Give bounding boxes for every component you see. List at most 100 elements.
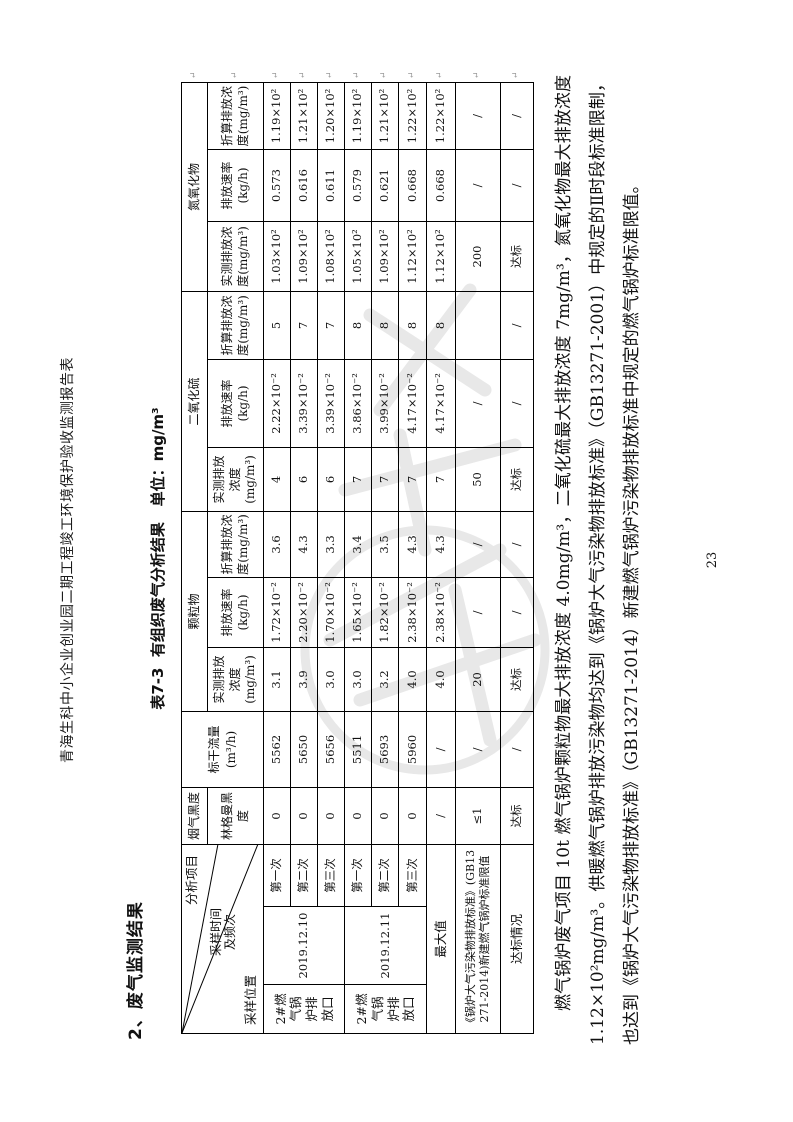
row-end-mark-icon: ↵ [352,71,362,79]
cell-value: 3.3 [317,511,345,578]
cell-value: 8 [344,291,372,360]
cell-flow-rate: 5693 [371,711,399,788]
header-pm-converted: 折算排放浓度(mg/m³) [207,511,264,578]
header-so2-rate: 排放速率(kg/h) [207,359,264,448]
cell-smoke-blackness: 0 [290,787,318,845]
header-nox-group: 氮氧化物 [181,82,208,292]
cell-value: 3.5 [371,511,399,578]
cell-value: 3.86×10⁻² [344,359,372,448]
cell-value: 1.20×10² [317,82,345,150]
cell-value: 1.21×10² [371,82,399,150]
table-row: 第三次 0 5960 4.0 2.38×10⁻² 4.3 7 4.17×10⁻² 8 1.12×1… [398,82,427,1033]
header-nox-rate: 排放速率(kg/h) [207,149,264,222]
sampling-frequency: 第二次 [290,844,318,907]
sampling-frequency: 第三次 [398,844,427,907]
cell-flow-rate: 5656 [317,711,345,788]
cell-value: 2.38×10⁻² [426,577,456,648]
cell-value: 1.09×10² [371,221,399,292]
cell-value: / [500,359,534,448]
cell-value: 1.70×10⁻² [317,577,345,648]
cell-value: 6 [317,447,345,512]
cell-value: / [455,577,501,648]
header-nox-converted: 折算排放浓度(mg/m³) [207,82,264,150]
sampling-position: 2#燃气锅炉排放口 [263,984,345,1034]
cell-value: 7 [371,447,399,512]
cell-value: 20 [455,647,501,712]
cell-value: 4.3 [290,511,318,578]
cell-value: 7 [317,291,345,360]
cell-value: 1.05×10² [344,221,372,292]
cell-value: 2.22×10⁻² [263,359,291,448]
page-header-text: 青海生科中小企业创业园二期工程竣工环境保护验收监测报告表 [60,357,76,763]
row-end-mark-icon: ↵ [472,71,482,79]
corner-diagonal-lines [182,844,259,1033]
row-label: 达标情况 [500,844,534,1034]
cell-value: 达标 [500,221,534,292]
cell-value: 达标 [500,647,534,712]
rotated-landscape-content: 青海生科中小企业创业园二期工程竣工环境保护验收监测报告表 2、废气监测结果 表7… [55,55,735,1065]
cell-value: / [500,82,534,150]
cell-value: 3.1 [263,647,291,712]
cell-value: / [500,577,534,648]
corner-cell: 分析项目 采样时间及频次 采样位置 [181,844,264,1034]
header-flow: 标干流量(m³/h) [181,711,264,788]
cell-value: 3.39×10⁻² [317,359,345,448]
cell-value: 2.20×10⁻² [290,577,318,648]
cell-value: 0.668 [426,149,456,222]
corner-label-analysis-items: 分析项目 [184,854,199,905]
row-end-mark-icon: ↵ [298,71,308,79]
header-so2-measured: 实测排放浓度(mg/m³) [207,447,264,512]
cell-value: / [455,82,501,150]
cell-flow-rate: / [500,711,534,788]
cell-value: 1.19×10² [344,82,372,150]
cell-flow-rate: 5511 [344,711,372,788]
cell-value: / [500,291,534,360]
sampling-position: 2#燃气锅炉排放口 [344,984,427,1034]
cell-value: 3.39×10⁻² [290,359,318,448]
cell-value: 1.22×10² [426,82,456,150]
cell-flow-rate: 5562 [263,711,291,788]
cell-value: 3.0 [317,647,345,712]
cell-value: 6 [290,447,318,512]
cell-flow-rate: 5960 [398,711,427,788]
cell-smoke-blackness: 0 [263,787,291,845]
results-table: 分析项目 采样时间及频次 采样位置 烟气黑度 标干流量(m³/h) 颗粒物 二氧… [181,82,534,1034]
header-pm-group: 颗粒物 [181,511,208,712]
row-end-mark-icon: ↵ [271,71,281,79]
header-ringelmann: 林格曼黑度 [207,787,264,845]
header-so2-converted: 折算排放浓度(mg/m³) [207,291,264,360]
cell-value: 0.611 [317,149,345,222]
sampling-date: 2019.12.11 [344,906,427,985]
cell-value: 7 [426,447,456,512]
cell-flow-rate: / [426,711,456,788]
cell-value: / [500,511,534,578]
table-row: 最大值 //4.0 2.38×10⁻² 4.3 7 4.17×10⁻² 8 1.12×10² 0… [426,82,456,1034]
page-number: 23 [705,551,720,569]
cell-value: 4.0 [398,647,427,712]
cell-value: 0.621 [371,149,399,222]
header-pm-measured: 实测排放浓度(mg/m³) [207,647,264,712]
row-end-mark-icon: ↵ [230,71,240,79]
table-caption: 表7-3 有组织废气分析结果 单位：mg/m³ [149,407,167,710]
corner-label-time-frequency: 采样时间及频次 [209,908,238,957]
cell-value: 3.9 [290,647,318,712]
table-row: 第三次 0 5656 3.0 1.70×10⁻² 3.3 6 3.39×10⁻² 7 1.08×1… [317,82,345,1033]
cell-value: 1.82×10⁻² [371,577,399,648]
row-label: 最大值 [426,844,456,1034]
cell-value: 7 [290,291,318,360]
conclusion-paragraph: 燃气锅炉废气项目 10t 燃气锅炉颗粒物最大排放浓度 4.0mg/m³，二氧化硫… [554,75,642,1045]
cell-value: 8 [426,291,456,360]
row-end-mark-icon: ↵ [379,71,389,79]
cell-value: 3.6 [263,511,291,578]
header-so2-group: 二氧化硫 [181,291,208,512]
cell-value: 4.0 [426,647,456,712]
row-end-mark-icon: ↵ [407,71,417,79]
cell-smoke-blackness: 0 [371,787,399,845]
cell-smoke-blackness: 0 [317,787,345,845]
cell-smoke-blackness: 达标 [500,787,534,845]
cell-flow-rate: / [455,711,501,788]
cell-value: 4.3 [398,511,427,578]
cell-value: 0.573 [263,149,291,222]
sampling-frequency: 第三次 [317,844,345,907]
